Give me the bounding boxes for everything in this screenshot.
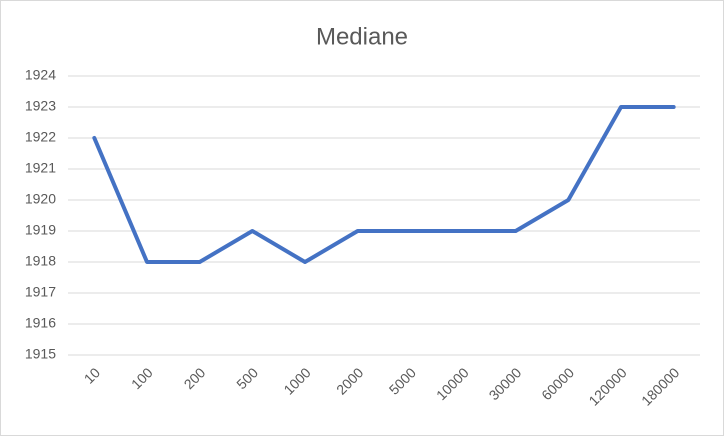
- data-line: [92, 105, 676, 264]
- y-tick-label: 1919: [25, 222, 56, 238]
- y-tick-label: 1921: [25, 160, 56, 176]
- y-tick-label: 1920: [25, 191, 56, 207]
- y-tick-label: 1922: [25, 129, 56, 145]
- y-tick-label: 1918: [25, 253, 56, 269]
- y-tick-label: 1916: [25, 315, 56, 331]
- y-tick-label: 1923: [25, 98, 56, 114]
- chart-title: Mediane: [316, 23, 408, 50]
- y-tick-label: 1915: [25, 346, 56, 362]
- y-tick-label: 1917: [25, 284, 56, 300]
- y-tick-label: 1924: [25, 67, 56, 83]
